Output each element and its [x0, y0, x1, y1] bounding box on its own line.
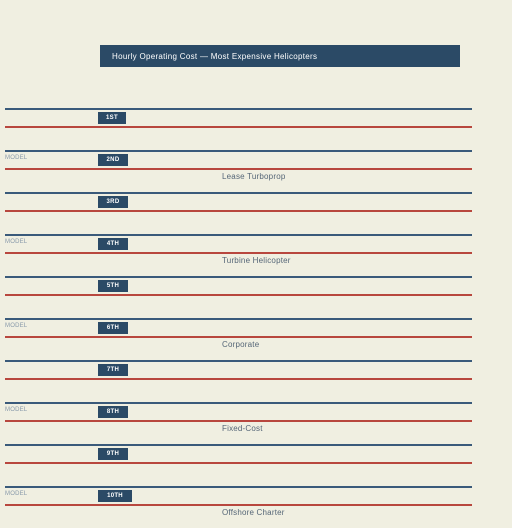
- header-title: Hourly Operating Cost — Most Expensive H…: [112, 52, 317, 61]
- chart-row: 4TH MODEL Turbine Helicopter: [0, 234, 512, 276]
- chart-row: 6TH MODEL Corporate: [0, 318, 512, 360]
- chart-row: 5TH: [0, 276, 512, 318]
- row-right-label: Fixed-Cost: [222, 424, 263, 433]
- row-line-bottom: [5, 462, 472, 464]
- row-side-label: MODEL: [5, 155, 27, 161]
- rank-box: 9TH: [98, 448, 128, 460]
- row-line-top: [5, 234, 472, 236]
- row-line-bottom: [5, 210, 472, 212]
- rank-box-label: 8TH: [107, 409, 119, 415]
- row-line-top: [5, 318, 472, 320]
- rank-box-label: 7TH: [107, 367, 119, 373]
- chart-row: 2ND MODEL Lease Turboprop: [0, 150, 512, 192]
- row-right-label: Offshore Charter: [222, 508, 285, 517]
- rank-box-label: 5TH: [107, 283, 119, 289]
- rank-box-label: 1ST: [106, 115, 118, 121]
- rank-box: 2ND: [98, 154, 128, 166]
- row-side-label: MODEL: [5, 491, 27, 497]
- row-line-bottom: [5, 336, 472, 338]
- row-line-top: [5, 360, 472, 362]
- rank-box-label: 3RD: [107, 199, 120, 205]
- rank-box: 10TH: [98, 490, 132, 502]
- rank-box: 7TH: [98, 364, 128, 376]
- row-right-label: Lease Turboprop: [222, 172, 286, 181]
- row-line-bottom: [5, 378, 472, 380]
- rank-box: 6TH: [98, 322, 128, 334]
- row-side-label: MODEL: [5, 323, 27, 329]
- row-line-bottom: [5, 168, 472, 170]
- row-line-top: [5, 402, 472, 404]
- rank-box-label: 6TH: [107, 325, 119, 331]
- row-line-bottom: [5, 294, 472, 296]
- chart-row: 1ST: [0, 108, 512, 150]
- row-line-top: [5, 486, 472, 488]
- header-bar: Hourly Operating Cost — Most Expensive H…: [100, 45, 460, 67]
- rank-box-label: 4TH: [107, 241, 119, 247]
- row-side-label: MODEL: [5, 407, 27, 413]
- rank-box: 8TH: [98, 406, 128, 418]
- row-line-top: [5, 444, 472, 446]
- chart-row: 7TH: [0, 360, 512, 402]
- rank-box: 5TH: [98, 280, 128, 292]
- rank-box-label: 10TH: [107, 493, 123, 499]
- rank-box: 4TH: [98, 238, 128, 250]
- rows-container: 1ST 2ND MODEL Lease Turboprop 3RD 4TH MODEL Tur…: [0, 108, 512, 528]
- row-right-label: Turbine Helicopter: [222, 256, 291, 265]
- row-line-top: [5, 276, 472, 278]
- row-right-label: Corporate: [222, 340, 259, 349]
- chart-row: 9TH: [0, 444, 512, 486]
- row-line-top: [5, 150, 472, 152]
- rank-box: 1ST: [98, 112, 126, 124]
- row-line-top: [5, 192, 472, 194]
- row-line-bottom: [5, 420, 472, 422]
- rank-box-label: 9TH: [107, 451, 119, 457]
- row-line-bottom: [5, 504, 472, 506]
- rank-box: 3RD: [98, 196, 128, 208]
- row-side-label: MODEL: [5, 239, 27, 245]
- row-line-top: [5, 108, 472, 110]
- row-line-bottom: [5, 126, 472, 128]
- chart-row: 3RD: [0, 192, 512, 234]
- row-line-bottom: [5, 252, 472, 254]
- rank-box-label: 2ND: [107, 157, 120, 163]
- chart-row: 8TH MODEL Fixed-Cost: [0, 402, 512, 444]
- chart-row: 10TH MODEL Offshore Charter: [0, 486, 512, 528]
